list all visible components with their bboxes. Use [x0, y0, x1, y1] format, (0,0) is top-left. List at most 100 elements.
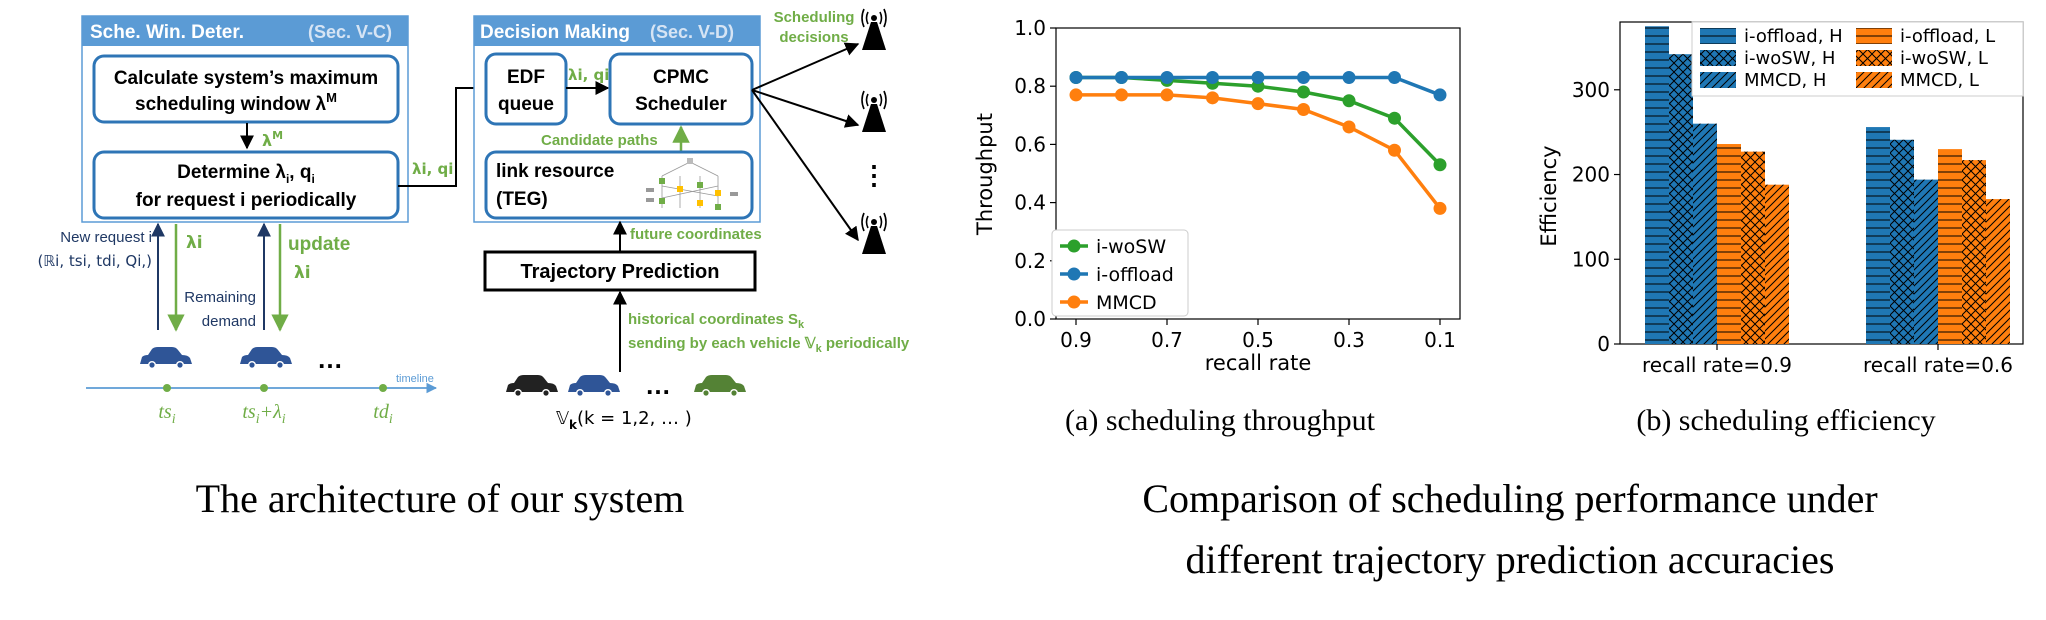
efficiency-y-ticks: 0 100 200 300	[1572, 78, 1620, 356]
efficiency-ylabel: Efficiency	[1537, 145, 1561, 246]
lambda-m-label: λ	[262, 131, 272, 150]
throughput-point-i-offload	[1433, 88, 1447, 102]
calc-sup: M	[326, 90, 337, 105]
legend-swatch-hatch	[1700, 72, 1736, 88]
efficiency-bar-hatch	[1962, 160, 1986, 344]
legend-swatch-hatch	[1856, 50, 1892, 66]
svg-text:sending by each vehicle 𝕍k pe: sending by each vehicle 𝕍k periodically	[628, 335, 910, 355]
historical-line1: historical coordinates S	[628, 311, 798, 328]
determine-line2: for request i periodically	[136, 190, 357, 211]
tower-ellipsis: ⋮	[861, 160, 887, 190]
legend-label: i-woSW, L	[1900, 48, 1988, 69]
throughput-legend-box	[1051, 229, 1189, 317]
efficiency-bar-hatch	[1693, 123, 1717, 345]
throughput-chart: 0.0 0.2 0.4 0.6 0.8 1.0 0.9 0.7 0.5 0.3 0.1 recal…	[973, 16, 1461, 437]
scheduling-decisions-line1: Scheduling	[774, 9, 855, 26]
throughput-x-tick-label: 0.5	[1242, 328, 1274, 352]
decision-arrow-1	[751, 42, 860, 91]
legend-swatch-hatch	[1700, 28, 1736, 44]
legend-marker-i-wosw	[1067, 239, 1081, 253]
legend-label-mmcd: MMCD	[1096, 292, 1157, 314]
new-request-line1: New request i	[60, 229, 152, 246]
efficiency-y-tick-label: 0	[1597, 332, 1610, 356]
efficiency-x-ticks: recall rate=0.9 recall rate=0.6	[1642, 344, 2013, 377]
legend-swatch-hatch	[1700, 50, 1736, 66]
throughput-point-mmcd	[1160, 88, 1174, 102]
legend-marker-i-offload	[1067, 267, 1081, 281]
efficiency-y-tick-label: 200	[1572, 163, 1610, 187]
throughput-point-i-wosw	[1433, 158, 1447, 172]
ts-plus-marker	[260, 384, 268, 392]
throughput-y-tick-label: 1.0	[1014, 16, 1046, 40]
efficiency-bar-hatch	[1765, 184, 1789, 344]
svg-text:𝕍k(k = 1,2, … ): 𝕍k(k = 1,2, … )	[556, 408, 692, 432]
architecture-caption: The architecture of our system	[196, 476, 685, 521]
efficiency-caption: (b) scheduling efficiency	[1636, 404, 1935, 437]
update-line1: update	[288, 234, 350, 255]
candidate-paths-label: Candidate paths	[541, 132, 658, 149]
legend-label: i-offload, L	[1900, 26, 1995, 47]
window-panel-title: Sche. Win. Deter.	[90, 22, 244, 43]
trajectory-prediction-box: Trajectory Prediction	[483, 250, 757, 292]
comparison-caption-line2: different trajectory prediction accuraci…	[1186, 537, 1835, 582]
legend-label: i-offload, H	[1744, 26, 1843, 47]
efficiency-bars	[1645, 26, 2010, 345]
svg-text:Scheduler: Scheduler	[635, 94, 727, 115]
svg-text:λM: λM	[262, 129, 283, 150]
decision-arrow-2	[751, 89, 860, 128]
throughput-point-mmcd	[1115, 88, 1128, 102]
throughput-point-mmcd	[1206, 91, 1219, 105]
throughput-point-mmcd	[1388, 143, 1401, 157]
svg-text:Trajectory Prediction: Trajectory Prediction	[521, 261, 720, 283]
svg-text:(TEG): (TEG)	[496, 189, 548, 210]
efficiency-bar-hatch	[1938, 149, 1962, 344]
svg-text:CPMC: CPMC	[653, 67, 709, 88]
decision-panel-title: Decision Making	[480, 22, 630, 43]
throughput-point-mmcd	[1433, 201, 1447, 215]
calculate-window-box: Calculate system’s maximum scheduling wi…	[92, 54, 400, 124]
throughput-y-tick-label: 0.2	[1014, 249, 1046, 273]
decision-panel-section: (Sec. V-D)	[650, 22, 734, 42]
efficiency-bar-hatch	[1914, 179, 1938, 344]
svg-text:Determine λi, qi: Determine λi, qi	[177, 162, 315, 186]
remaining-line2: demand	[202, 313, 256, 330]
svg-text:tsi+λi: tsi+λi	[242, 401, 285, 427]
throughput-y-tick-label: 0.6	[1014, 132, 1046, 156]
lambda-i-label: λi	[186, 233, 203, 253]
throughput-point-mmcd	[1251, 97, 1265, 111]
base-station-icon-3	[861, 212, 887, 255]
decision-arrow-3	[751, 89, 859, 242]
update-line2: λi	[294, 263, 311, 283]
efficiency-y-tick-label: 100	[1572, 247, 1610, 271]
scheduling-decisions-line2: decisions	[779, 29, 848, 46]
lambda-q-mid: λi, qi	[412, 160, 453, 178]
lambda-q-top: λi, qi	[568, 66, 609, 84]
legend-label: MMCD, L	[1900, 70, 1979, 91]
throughput-x-tick-label: 0.9	[1060, 328, 1092, 352]
legend-swatch-hatch	[1856, 28, 1892, 44]
throughput-y-tick-label: 0.8	[1014, 74, 1046, 98]
link-resource-box: link resource (TEG)	[484, 150, 754, 220]
throughput-point-i-offload	[1251, 70, 1265, 84]
throughput-series	[1069, 70, 1447, 215]
td-marker	[379, 384, 387, 392]
throughput-y-ticks: 0.0 0.2 0.4 0.6 0.8 1.0	[1014, 16, 1056, 331]
vehicle-icon-black	[506, 375, 558, 397]
historical-line2: sending by each vehicle 𝕍	[628, 335, 817, 352]
svg-text:link resource: link resource	[496, 161, 614, 182]
throughput-point-mmcd	[1342, 120, 1356, 134]
legend-marker-mmcd	[1067, 295, 1081, 309]
legend-label: i-woSW, H	[1744, 48, 1835, 69]
car-icon-2	[240, 347, 292, 369]
throughput-y-tick-label: 0.0	[1014, 307, 1046, 331]
svg-text:scheduling window λM: scheduling window λM	[135, 90, 337, 115]
td-label: td	[373, 401, 390, 423]
efficiency-bar-hatch	[1645, 26, 1669, 344]
throughput-point-i-offload	[1069, 70, 1083, 84]
efficiency-bar-hatch	[1669, 54, 1693, 344]
ts-marker	[163, 384, 171, 392]
calc-line2: scheduling window λ	[135, 94, 327, 115]
efficiency-bar-hatch	[1890, 139, 1914, 344]
